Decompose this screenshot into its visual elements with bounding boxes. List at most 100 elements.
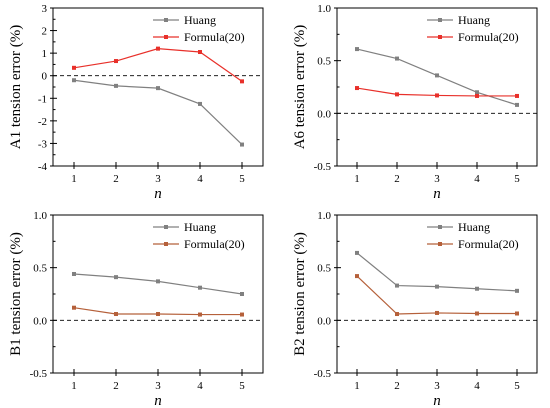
legend-marker — [164, 242, 168, 246]
legend-label: Formula(20) — [184, 30, 245, 44]
y-tick-label: 0.0 — [33, 315, 47, 327]
data-point-huang — [395, 56, 399, 61]
y-axis-label: A1 tension error (%) — [8, 25, 24, 150]
data-point-huang — [515, 288, 519, 293]
x-tick-label: 3 — [434, 173, 440, 185]
y-tick-label: -0.5 — [314, 368, 332, 380]
y-tick-label: 0 — [42, 71, 48, 83]
x-tick-label: 4 — [197, 380, 203, 392]
chart-panel-2: -0.5 0.0 0.5 1.0 1 2 3 4 5 n A6 tension error (%) H… — [292, 3, 538, 202]
data-point-huang — [198, 101, 202, 106]
data-point-formula20 — [355, 86, 359, 91]
y-axis-label: B2 tension error (%) — [292, 232, 308, 356]
x-tick-label: 2 — [113, 173, 119, 185]
legend-label: Formula(20) — [184, 237, 245, 251]
y-tick-label: 1.0 — [33, 210, 47, 222]
y-axis-label: B1 tension error (%) — [8, 232, 24, 356]
x-tick-label: 1 — [354, 380, 360, 392]
x-tick-label: 5 — [514, 380, 520, 392]
data-point-formula20 — [156, 312, 160, 317]
y-tick-label: 2 — [42, 26, 48, 38]
x-tick-label: 4 — [474, 380, 480, 392]
data-point-huang — [114, 83, 118, 88]
data-point-huang — [72, 78, 76, 83]
legend-marker — [438, 225, 442, 229]
legend-label: Huang — [184, 220, 216, 234]
data-point-formula20 — [240, 79, 244, 84]
legend-label: Formula(20) — [458, 30, 519, 44]
data-point-huang — [355, 47, 359, 52]
data-point-formula20 — [114, 59, 118, 64]
x-axis-label: n — [154, 186, 162, 202]
x-tick-label: 1 — [354, 173, 360, 185]
x-tick-label: 2 — [394, 380, 400, 392]
y-tick-label: 0.5 — [317, 263, 331, 275]
y-tick-label: 0.5 — [33, 263, 47, 275]
x-tick-label: 3 — [155, 173, 161, 185]
data-point-huang — [156, 279, 160, 284]
legend-label: Huang — [184, 13, 216, 27]
data-point-formula20 — [515, 311, 519, 316]
legend-marker — [164, 18, 168, 22]
data-point-formula20 — [475, 93, 479, 98]
chart-panel-3: -0.5 0.0 0.5 1.0 1 2 3 4 5 n B1 tension error (%) H… — [8, 210, 264, 408]
y-axis-label: A6 tension error (%) — [292, 25, 308, 150]
x-tick-label: 2 — [113, 380, 119, 392]
y-tick-label: 1 — [42, 48, 48, 60]
y-tick-label: -2 — [38, 116, 47, 128]
legend-label: Huang — [458, 13, 490, 27]
data-point-formula20 — [395, 312, 399, 317]
data-point-formula20 — [355, 274, 359, 279]
y-tick-label: -0.5 — [30, 368, 48, 380]
y-tick-label: 0.0 — [317, 315, 331, 327]
data-point-huang — [435, 284, 439, 289]
x-tick-label: 1 — [71, 173, 77, 185]
data-point-huang — [515, 102, 519, 107]
series-line-formula20 — [73, 48, 243, 82]
y-tick-label: 0.0 — [317, 108, 331, 120]
y-tick-label: -4 — [38, 161, 48, 173]
data-point-formula20 — [72, 305, 76, 310]
data-point-formula20 — [114, 312, 118, 317]
x-tick-label: 2 — [394, 173, 400, 185]
data-point-formula20 — [156, 46, 160, 51]
legend-label: Huang — [458, 220, 490, 234]
x-axis-label: n — [433, 186, 441, 202]
y-tick-label: 1.0 — [317, 3, 331, 15]
chart-panel-4: -0.5 0.0 0.5 1.0 1 2 3 4 5 n B2 tension error (%) H… — [292, 210, 538, 408]
data-point-formula20 — [475, 311, 479, 316]
data-point-huang — [435, 73, 439, 78]
x-tick-label: 3 — [155, 380, 161, 392]
x-tick-label: 5 — [239, 380, 245, 392]
data-point-formula20 — [395, 92, 399, 97]
chart-panel-1: -4 -3 -2 -1 0 1 2 3 1 2 3 4 5 n A1 tension error (%) Hu… — [8, 3, 264, 202]
data-point-huang — [475, 90, 479, 95]
data-point-formula20 — [240, 312, 244, 317]
data-point-huang — [114, 275, 118, 280]
data-point-formula20 — [72, 65, 76, 70]
data-point-formula20 — [198, 50, 202, 55]
x-axis-label: n — [433, 393, 441, 408]
x-tick-label: 5 — [514, 173, 520, 185]
x-tick-label: 1 — [71, 380, 77, 392]
data-point-formula20 — [198, 312, 202, 317]
x-tick-label: 4 — [197, 173, 203, 185]
x-tick-label: 3 — [434, 380, 440, 392]
data-point-formula20 — [515, 93, 519, 98]
legend-marker — [164, 225, 168, 229]
legend-marker — [438, 242, 442, 246]
legend-marker — [438, 35, 442, 39]
legend-label: Formula(20) — [458, 237, 519, 251]
data-point-huang — [355, 250, 359, 255]
data-point-formula20 — [435, 93, 439, 98]
y-tick-label: 3 — [42, 3, 48, 15]
x-tick-label: 5 — [239, 173, 245, 185]
data-point-huang — [475, 286, 479, 291]
data-point-huang — [72, 271, 76, 276]
x-tick-label: 4 — [474, 173, 480, 185]
y-tick-label: -1 — [38, 93, 47, 105]
data-point-formula20 — [435, 310, 439, 315]
legend-marker — [438, 18, 442, 22]
y-tick-label: 0.5 — [317, 56, 331, 68]
